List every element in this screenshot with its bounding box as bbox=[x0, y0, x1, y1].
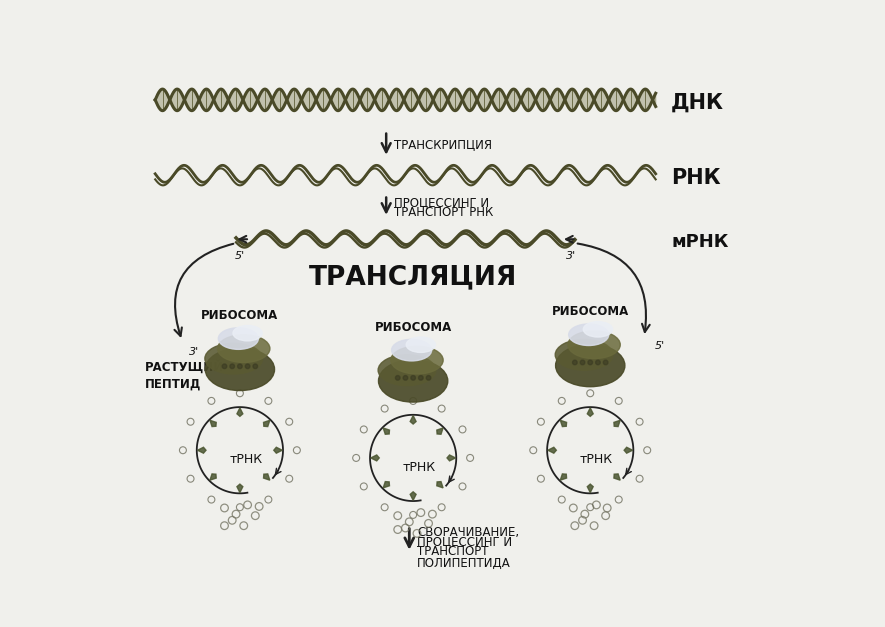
Polygon shape bbox=[548, 447, 557, 453]
Ellipse shape bbox=[378, 355, 435, 386]
Text: ТРАНСПОРТ: ТРАНСПОРТ bbox=[417, 545, 489, 557]
Ellipse shape bbox=[219, 328, 258, 349]
Ellipse shape bbox=[569, 324, 609, 345]
Circle shape bbox=[230, 364, 235, 369]
Polygon shape bbox=[237, 408, 242, 416]
Text: ПРОЦЕССИНГ И: ПРОЦЕССИНГ И bbox=[394, 196, 489, 209]
Circle shape bbox=[573, 360, 577, 365]
Polygon shape bbox=[437, 482, 443, 488]
Ellipse shape bbox=[556, 344, 625, 387]
Ellipse shape bbox=[391, 346, 443, 374]
Text: ПОЛИПЕПТИДА: ПОЛИПЕПТИДА bbox=[417, 557, 511, 569]
Text: РНК: РНК bbox=[671, 169, 720, 189]
Circle shape bbox=[237, 364, 242, 369]
Circle shape bbox=[427, 376, 431, 380]
Text: 5': 5' bbox=[235, 251, 245, 261]
Ellipse shape bbox=[568, 331, 620, 359]
Polygon shape bbox=[410, 492, 416, 500]
Ellipse shape bbox=[204, 343, 263, 374]
Ellipse shape bbox=[406, 337, 435, 352]
Polygon shape bbox=[447, 455, 456, 461]
Circle shape bbox=[253, 364, 258, 369]
Polygon shape bbox=[237, 484, 242, 493]
FancyArrowPatch shape bbox=[578, 243, 650, 332]
Polygon shape bbox=[437, 428, 443, 435]
Polygon shape bbox=[588, 408, 593, 416]
Text: РИБОСОМА: РИБОСОМА bbox=[551, 305, 629, 318]
Text: ТРАНСПОРТ РНК: ТРАНСПОРТ РНК bbox=[394, 206, 493, 219]
Text: РАСТУЩИЙ
ПЕПТИД: РАСТУЩИЙ ПЕПТИД bbox=[145, 360, 225, 391]
Text: ТРАНСКРИПЦИЯ: ТРАНСКРИПЦИЯ bbox=[394, 138, 492, 151]
Text: тРНК: тРНК bbox=[580, 453, 613, 466]
Polygon shape bbox=[560, 420, 566, 426]
Polygon shape bbox=[264, 420, 270, 426]
Ellipse shape bbox=[379, 360, 448, 402]
Circle shape bbox=[588, 360, 593, 365]
Polygon shape bbox=[588, 484, 593, 493]
Circle shape bbox=[411, 376, 415, 380]
Circle shape bbox=[581, 360, 585, 365]
Ellipse shape bbox=[205, 348, 274, 391]
Polygon shape bbox=[614, 474, 620, 480]
Polygon shape bbox=[264, 474, 270, 480]
Circle shape bbox=[604, 360, 608, 365]
Text: 3': 3' bbox=[566, 251, 576, 261]
Polygon shape bbox=[210, 420, 216, 426]
Text: 3': 3' bbox=[189, 347, 199, 357]
Text: мРНК: мРНК bbox=[671, 233, 728, 251]
Circle shape bbox=[245, 364, 250, 369]
Polygon shape bbox=[273, 447, 282, 453]
Text: СВОРАЧИВАНИЕ,: СВОРАЧИВАНИЕ, bbox=[417, 526, 519, 539]
Polygon shape bbox=[624, 447, 633, 453]
Text: тРНК: тРНК bbox=[229, 453, 263, 466]
Circle shape bbox=[596, 360, 600, 365]
Circle shape bbox=[404, 376, 408, 380]
Text: ДНК: ДНК bbox=[671, 93, 724, 113]
Circle shape bbox=[419, 376, 423, 380]
Ellipse shape bbox=[233, 325, 262, 341]
Polygon shape bbox=[560, 474, 566, 480]
Text: 5': 5' bbox=[655, 341, 665, 351]
Polygon shape bbox=[210, 474, 216, 480]
Polygon shape bbox=[383, 482, 389, 488]
Ellipse shape bbox=[583, 322, 612, 337]
Polygon shape bbox=[197, 447, 206, 453]
Polygon shape bbox=[410, 416, 416, 424]
Circle shape bbox=[222, 364, 227, 369]
Ellipse shape bbox=[391, 339, 432, 361]
Polygon shape bbox=[614, 420, 620, 426]
Text: ПРОЦЕССИНГ И: ПРОЦЕССИНГ И bbox=[417, 535, 512, 549]
Ellipse shape bbox=[218, 335, 270, 362]
Ellipse shape bbox=[555, 339, 613, 370]
Text: РИБОСОМА: РИБОСОМА bbox=[374, 320, 451, 334]
Text: ТРАНСЛЯЦИЯ: ТРАНСЛЯЦИЯ bbox=[309, 264, 517, 290]
Circle shape bbox=[396, 376, 400, 380]
Polygon shape bbox=[383, 428, 389, 435]
FancyArrowPatch shape bbox=[174, 244, 234, 336]
Text: тРНК: тРНК bbox=[403, 461, 435, 473]
Polygon shape bbox=[371, 455, 380, 461]
Text: РИБОСОМА: РИБОСОМА bbox=[201, 309, 279, 322]
